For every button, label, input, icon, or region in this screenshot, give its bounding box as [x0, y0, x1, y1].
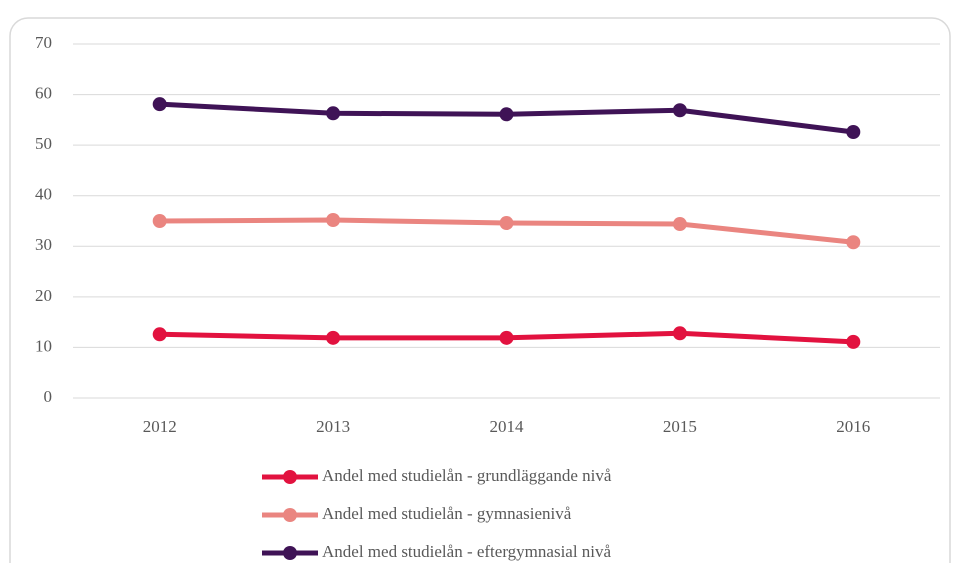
data-point — [672, 103, 687, 118]
y-tick-label: 40 — [35, 185, 52, 204]
data-point — [152, 214, 167, 228]
legend-label: Andel med studielån - eftergymnasial niv… — [322, 542, 612, 561]
data-point — [152, 97, 167, 112]
legend-label: Andel med studielån - grundläggande nivå — [322, 466, 612, 485]
x-tick-label: 2016 — [836, 417, 870, 436]
legend-marker — [283, 546, 297, 560]
data-point — [499, 330, 514, 345]
data-point — [499, 107, 514, 122]
y-tick-label: 50 — [35, 134, 52, 153]
x-tick-label: 2012 — [143, 417, 177, 436]
data-point — [672, 326, 687, 341]
x-tick-label: 2014 — [490, 417, 525, 436]
data-point — [326, 330, 341, 345]
legend-label: Andel med studielån - gymnasienivå — [322, 504, 572, 523]
y-tick-label: 60 — [35, 83, 52, 102]
legend-marker — [283, 470, 297, 484]
data-point — [672, 217, 687, 232]
y-tick-label: 0 — [44, 387, 53, 406]
data-point — [326, 212, 341, 227]
legend-marker — [283, 508, 297, 522]
x-tick-label: 2015 — [663, 417, 697, 436]
chart-frame — [9, 17, 951, 563]
y-tick-label: 10 — [35, 336, 52, 355]
x-tick-label: 2013 — [316, 417, 350, 436]
data-point — [846, 334, 861, 349]
y-tick-label: 70 — [35, 33, 52, 52]
y-tick-label: 30 — [35, 235, 52, 254]
data-point — [846, 235, 861, 250]
data-point — [326, 106, 341, 121]
data-point — [499, 216, 514, 231]
data-point — [152, 327, 167, 342]
data-point — [846, 124, 861, 139]
y-tick-label: 20 — [35, 286, 52, 305]
